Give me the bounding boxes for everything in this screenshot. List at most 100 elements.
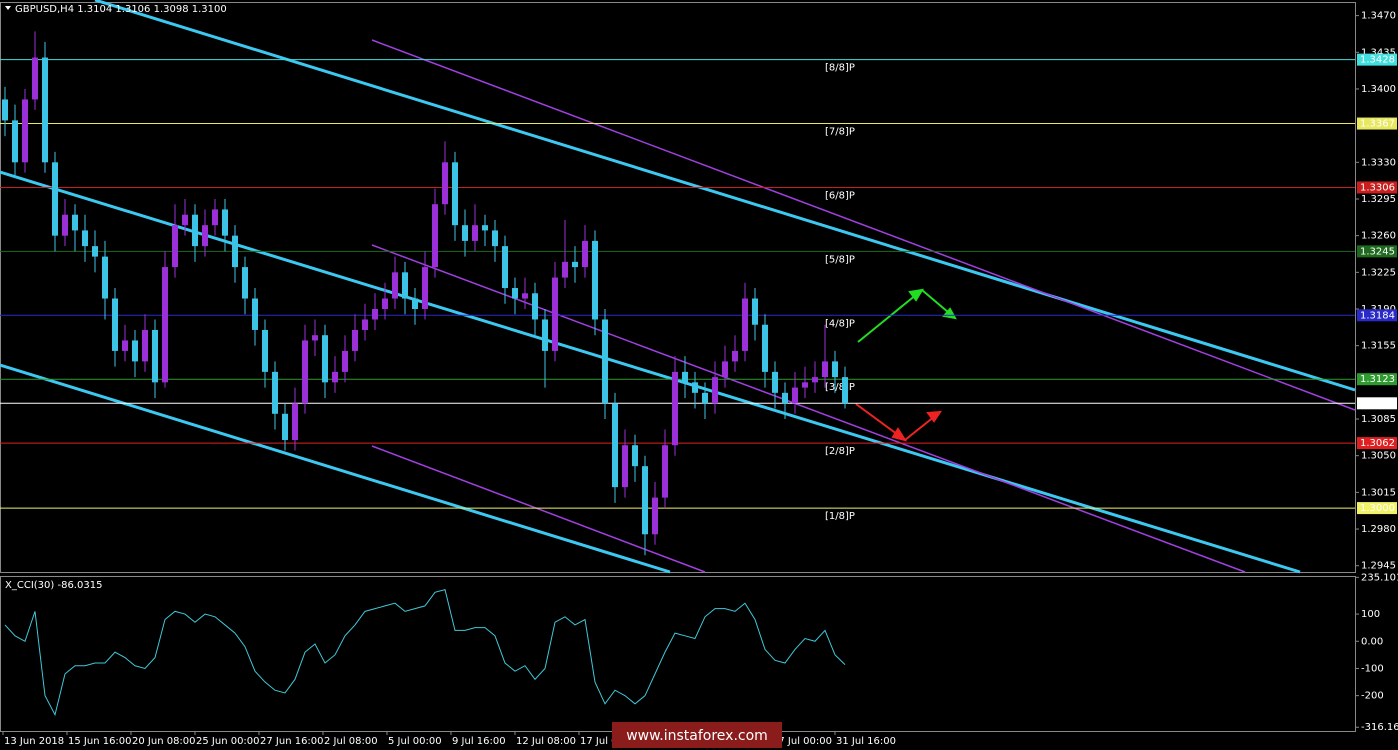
y-tick-label: 1.3400 (1361, 84, 1396, 95)
x-tick-label: 9 Jul 16:00 (452, 736, 506, 747)
candle-body (612, 403, 618, 488)
candle-body (332, 371, 338, 383)
candle-body (782, 392, 788, 404)
x-tick-label: 12 Jul 08:00 (516, 736, 576, 747)
candle-body (22, 99, 28, 163)
candle-body (402, 272, 408, 299)
level-price-label: 1.3062 (1360, 438, 1395, 449)
candle-body (532, 293, 538, 320)
current-price-label: 1.3100 (1360, 398, 1395, 409)
channel-purple-upper (371, 39, 1356, 411)
candle-body (52, 162, 58, 236)
murray-level-name: [1/8]P (825, 511, 855, 522)
channel-purple-lower (371, 445, 706, 573)
level-price-box (1357, 309, 1397, 322)
candle-body (492, 230, 498, 247)
y-tick-label: -100 (1361, 663, 1384, 674)
candle-body (522, 293, 528, 299)
arrow-head (926, 410, 942, 423)
candle-body (172, 225, 178, 268)
candle-body (682, 371, 688, 383)
candle-body (692, 382, 698, 393)
level-price-label: 1.3306 (1360, 182, 1395, 193)
arrow-head (891, 427, 908, 442)
murray-level-name: [5/8]P (825, 254, 855, 265)
x-tick-label: 13 Jun 2018 (4, 736, 64, 747)
x-tick-label: 31 Jul 16:00 (836, 736, 896, 747)
channel-middle (0, 170, 1301, 574)
candle-body (842, 377, 848, 404)
level-price-label: 1.3000 (1360, 503, 1395, 514)
candle-body (302, 340, 308, 404)
y-tick-label: 0.00 (1361, 636, 1383, 647)
candle-body (322, 335, 328, 383)
candle-body (412, 298, 418, 310)
level-price-box (1357, 181, 1397, 194)
candle-body (132, 340, 138, 362)
candle-body (12, 120, 18, 163)
candle-body (512, 288, 518, 299)
channel-lower (0, 363, 671, 574)
candle-body (592, 240, 598, 320)
y-tick-label: -200 (1361, 691, 1384, 702)
x-tick-label: 25 Jun 00:00 (196, 736, 260, 747)
watermark-box (612, 722, 782, 748)
candle-body (362, 319, 368, 330)
candle-body (392, 272, 398, 299)
candle-body (2, 99, 8, 121)
candle-body (482, 225, 488, 231)
candle-body (42, 57, 48, 163)
candle-body (152, 329, 158, 383)
y-tick-label: 1.3225 (1361, 267, 1396, 278)
candle-body (282, 413, 288, 440)
watermark: www.instaforex.com (626, 728, 768, 744)
candle-body (72, 214, 78, 231)
candle-body (722, 361, 728, 378)
candle-body (442, 162, 448, 205)
y-tick-label: -316.165 (1361, 722, 1398, 733)
level-price-box (1357, 502, 1397, 515)
x-tick-label: 2 Jul 08:00 (324, 736, 378, 747)
candle-body (92, 246, 98, 257)
candle-body (702, 392, 708, 404)
candle-body (572, 261, 578, 268)
candle-body (502, 246, 508, 289)
y-tick-label: 1.2945 (1361, 561, 1396, 572)
candle-body (832, 361, 838, 378)
level-price-label: 1.3184 (1360, 310, 1395, 321)
candle-body (222, 209, 228, 236)
level-price-label: 1.3367 (1360, 119, 1395, 130)
channels (0, 0, 1356, 574)
candle-body (812, 377, 818, 383)
candle-body (262, 329, 268, 372)
candle-body (772, 371, 778, 393)
candle-body (562, 261, 568, 278)
murray-level-name: [3/8]P (825, 382, 855, 393)
candle-body (62, 214, 68, 236)
candle-body (372, 309, 378, 320)
candle-body (762, 324, 768, 372)
candle-body (352, 329, 358, 351)
x-tick-label: 17 Jul 00:00 (580, 736, 640, 747)
chart-title: GBPUSD,H4 1.3104 1.3106 1.3098 1.3100 (15, 4, 227, 15)
y-tick-label: 1.3295 (1361, 194, 1396, 205)
y-tick-label: 1.3260 (1361, 231, 1396, 242)
candle-body (662, 445, 668, 498)
candle-body (232, 235, 238, 268)
candle-body (242, 267, 248, 299)
candle-body (752, 298, 758, 325)
channel-purple-middle (371, 244, 1246, 573)
current-price-box (1357, 397, 1397, 410)
candle-body (602, 319, 608, 404)
level-price-box (1357, 117, 1397, 130)
level-price-label: 1.3123 (1360, 374, 1395, 385)
murray-level-name: [4/8]P (825, 318, 855, 329)
candle-body (212, 209, 218, 226)
candle-body (102, 256, 108, 299)
candle-body (382, 298, 388, 310)
menu-triangle (5, 6, 11, 10)
y-tick-label: 1.3015 (1361, 487, 1396, 498)
